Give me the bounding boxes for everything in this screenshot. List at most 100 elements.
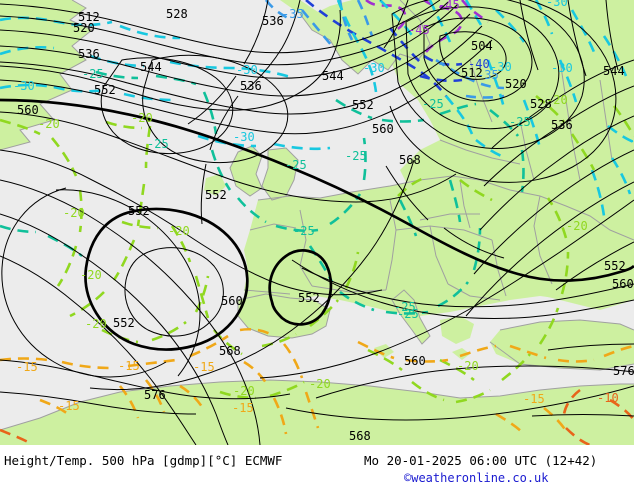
isotherm-label--25: -25 (394, 300, 416, 314)
isotherm-label--15: -15 (118, 359, 140, 373)
height-contours (0, 0, 634, 445)
height-label-text: 552 (205, 188, 227, 202)
isotherm-label--15: -15 (232, 401, 254, 415)
isotherm-label--25: -25 (293, 224, 315, 238)
isotherm-label--20: -20 (131, 111, 153, 125)
isotherm-label--20: -20 (38, 117, 60, 131)
isotherm-label--20: -20 (546, 93, 568, 107)
height-label: 544 (140, 60, 162, 74)
isotherm-label--25: -25 (422, 97, 444, 111)
height-label-text: 560 (17, 103, 39, 117)
isotherm-label--30-text: -30 (13, 79, 35, 93)
height-label: 568 (219, 344, 241, 358)
height-label-text: 552 (94, 83, 116, 97)
isotherm-label--15-text: -15 (193, 360, 215, 374)
height-label-text: 504 (471, 39, 493, 53)
isotherm-label--25: -25 (285, 158, 307, 172)
height-label: 560 (221, 294, 243, 308)
isotherm-label--25: -25 (345, 149, 367, 163)
height-label: 552 (298, 291, 320, 305)
height-label: 536 (240, 79, 262, 93)
isotherm-label--20: -20 (168, 224, 190, 238)
isotherm-label--20: -20 (80, 268, 102, 282)
isotherm-label--20-text: -20 (38, 117, 60, 131)
isotherm-label--20-text: -20 (80, 268, 102, 282)
height-label: 560 (17, 103, 39, 117)
isotherm-label--30-text: -30 (236, 63, 258, 77)
isotherm-label--10-text: -10 (597, 391, 619, 405)
isotherm-label--20-text: -20 (63, 206, 85, 220)
isotherm-label--25: -25 (509, 115, 531, 129)
isotherm-label--25-text: -25 (82, 67, 104, 81)
isotherm-label--15-text: -15 (16, 360, 38, 374)
isotherm-label--45: -45 (408, 23, 430, 37)
isotherm-label--35-text: -35 (477, 68, 499, 82)
isotherm-label--20-text: -20 (85, 317, 107, 331)
isotherm-label--25: -25 (147, 137, 169, 151)
height-label: 544 (322, 69, 344, 83)
isotherm-label--20: -20 (85, 317, 107, 331)
isotherm-label--20: -20 (457, 359, 479, 373)
height-label-text: 520 (73, 21, 95, 35)
isotherm-label--30-text: -30 (363, 61, 385, 75)
height-label-text: 552 (128, 204, 150, 218)
height-label-text: 552 (113, 316, 135, 330)
isotherm-label--20-text: -20 (168, 224, 190, 238)
isotherm-label--30-text: -30 (546, 0, 568, 9)
isotherm-label--25-text: -25 (397, 307, 419, 321)
isotherm-label--20: -20 (566, 219, 588, 233)
isotherm-label--20-text: -20 (566, 219, 588, 233)
height-label: 504 (471, 39, 493, 53)
height-label-text: 536 (78, 47, 100, 61)
isotherm-label--30: -30 (13, 79, 35, 93)
height-label-text: 552 (298, 291, 320, 305)
isotherm-label--15: -15 (193, 360, 215, 374)
height-label: 560 (372, 122, 394, 136)
height-label-text: 512 (78, 10, 100, 24)
isotherm-label--15-text: -15 (118, 359, 140, 373)
isotherm--45 (365, 0, 489, 53)
map-svg: 5125205285365365365445445525525525605605… (0, 0, 634, 445)
footer-valid-time-label: Mo 20-01-2025 06:00 UTC (12+42) (364, 453, 598, 468)
map-canvas[interactable]: 512 520 528 536 536 536 544 544 552 552 552 560 560 5… (0, 0, 634, 445)
height-label-text: 560 (372, 122, 394, 136)
height-label-text: 576 (613, 364, 634, 378)
isotherm-label--15: -15 (523, 392, 545, 406)
isotherm-label--30-text: -30 (628, 134, 634, 148)
height-label: 552 (113, 316, 135, 330)
height-label-text: 528 (530, 97, 552, 111)
height-label: 528 (166, 7, 188, 21)
isotherm-label--25-text: -25 (147, 137, 169, 151)
isotherm-label--45-text: -45 (438, 0, 460, 12)
height-label-text: 544 (603, 64, 625, 78)
height-label: 520 (505, 77, 527, 91)
isotherm-label--25-text: -25 (345, 149, 367, 163)
isotherm-label--25-text: -25 (394, 300, 416, 314)
isotherm-label--25-text: -25 (293, 224, 315, 238)
height-label: 560 (404, 354, 426, 368)
isotherm--20 (0, 94, 634, 404)
isotherm-label--10: -10 (597, 391, 619, 405)
isotherm--15 (0, 327, 634, 435)
isotherm-label--45: -45 (438, 0, 460, 12)
height-label-text: 520 (505, 77, 527, 91)
isotherm-label--20-text: -20 (233, 384, 255, 398)
height-label: 520 (73, 21, 95, 35)
isotherm-label--20-text: -20 (309, 377, 331, 391)
height-label-text: 568 (219, 344, 241, 358)
height-label-text: 552 (604, 259, 626, 273)
isotherm-label--35: -35 (477, 68, 499, 82)
height-label-text: 544 (140, 60, 162, 74)
isotherm-label--20: -20 (309, 377, 331, 391)
height-label: 568 (399, 153, 421, 167)
height-label-text: 560 (612, 277, 634, 291)
height-label: 512 (461, 66, 483, 80)
height-label: 576 (144, 388, 166, 402)
isotherm-label--20: -20 (63, 206, 85, 220)
isotherm--25 (0, 70, 525, 315)
isotherm-label--30: -30 (546, 0, 568, 9)
height-label: 536 (78, 47, 100, 61)
isotherm-label--20: -20 (233, 384, 255, 398)
height-label: 512 (78, 10, 100, 24)
